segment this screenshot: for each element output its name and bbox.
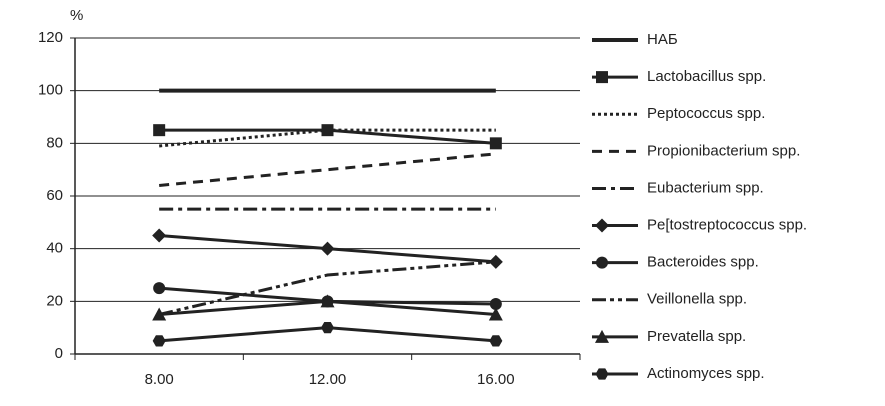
y-tick-label: 0 [55,345,63,362]
y-tick-label: 120 [38,29,63,46]
legend-marker [595,368,609,380]
series-line [159,152,496,187]
legend-marker [595,329,609,343]
x-tick-label: 8.00 [145,371,174,388]
marker [489,335,503,347]
legend-label: Bacteroides spp. [647,254,759,271]
legend-marker [596,256,608,269]
y-tick-label: 20 [46,292,63,309]
y-tick-label: 80 [46,134,63,151]
y-tick-label: 40 [46,240,63,257]
y-tick-label: 60 [46,187,63,204]
y-tick-label: 100 [38,82,63,99]
legend-marker [595,218,609,233]
legend-label: Pe[tostreptococcus spp. [647,217,807,234]
legend-marker [596,71,608,84]
legend-label: Propionibacterium spp. [647,142,800,159]
legend-label: Eubacterium spp. [647,179,764,196]
marker [321,322,334,334]
legend-label: Prevatella spp. [647,328,746,345]
legend-label: Lactobacillus spp. [647,68,766,85]
marker [320,241,335,256]
marker [152,335,166,347]
marker [153,124,166,137]
series-line [159,128,496,148]
legend-label: Actinomyces spp. [647,365,765,382]
legend-label: Veillonella spp. [647,291,747,308]
marker [153,282,166,295]
marker [320,294,335,308]
marker [488,307,503,321]
marker [152,228,167,243]
legend-label: Peptococcus spp. [647,105,765,122]
series-line [158,260,496,316]
x-tick-label: 16.00 [477,371,515,388]
marker [489,137,502,150]
marker [152,307,167,321]
legend-label: НАБ [647,31,678,48]
y-axis-label: % [70,7,83,24]
marker [489,297,502,310]
x-tick-label: 12.00 [309,371,347,388]
